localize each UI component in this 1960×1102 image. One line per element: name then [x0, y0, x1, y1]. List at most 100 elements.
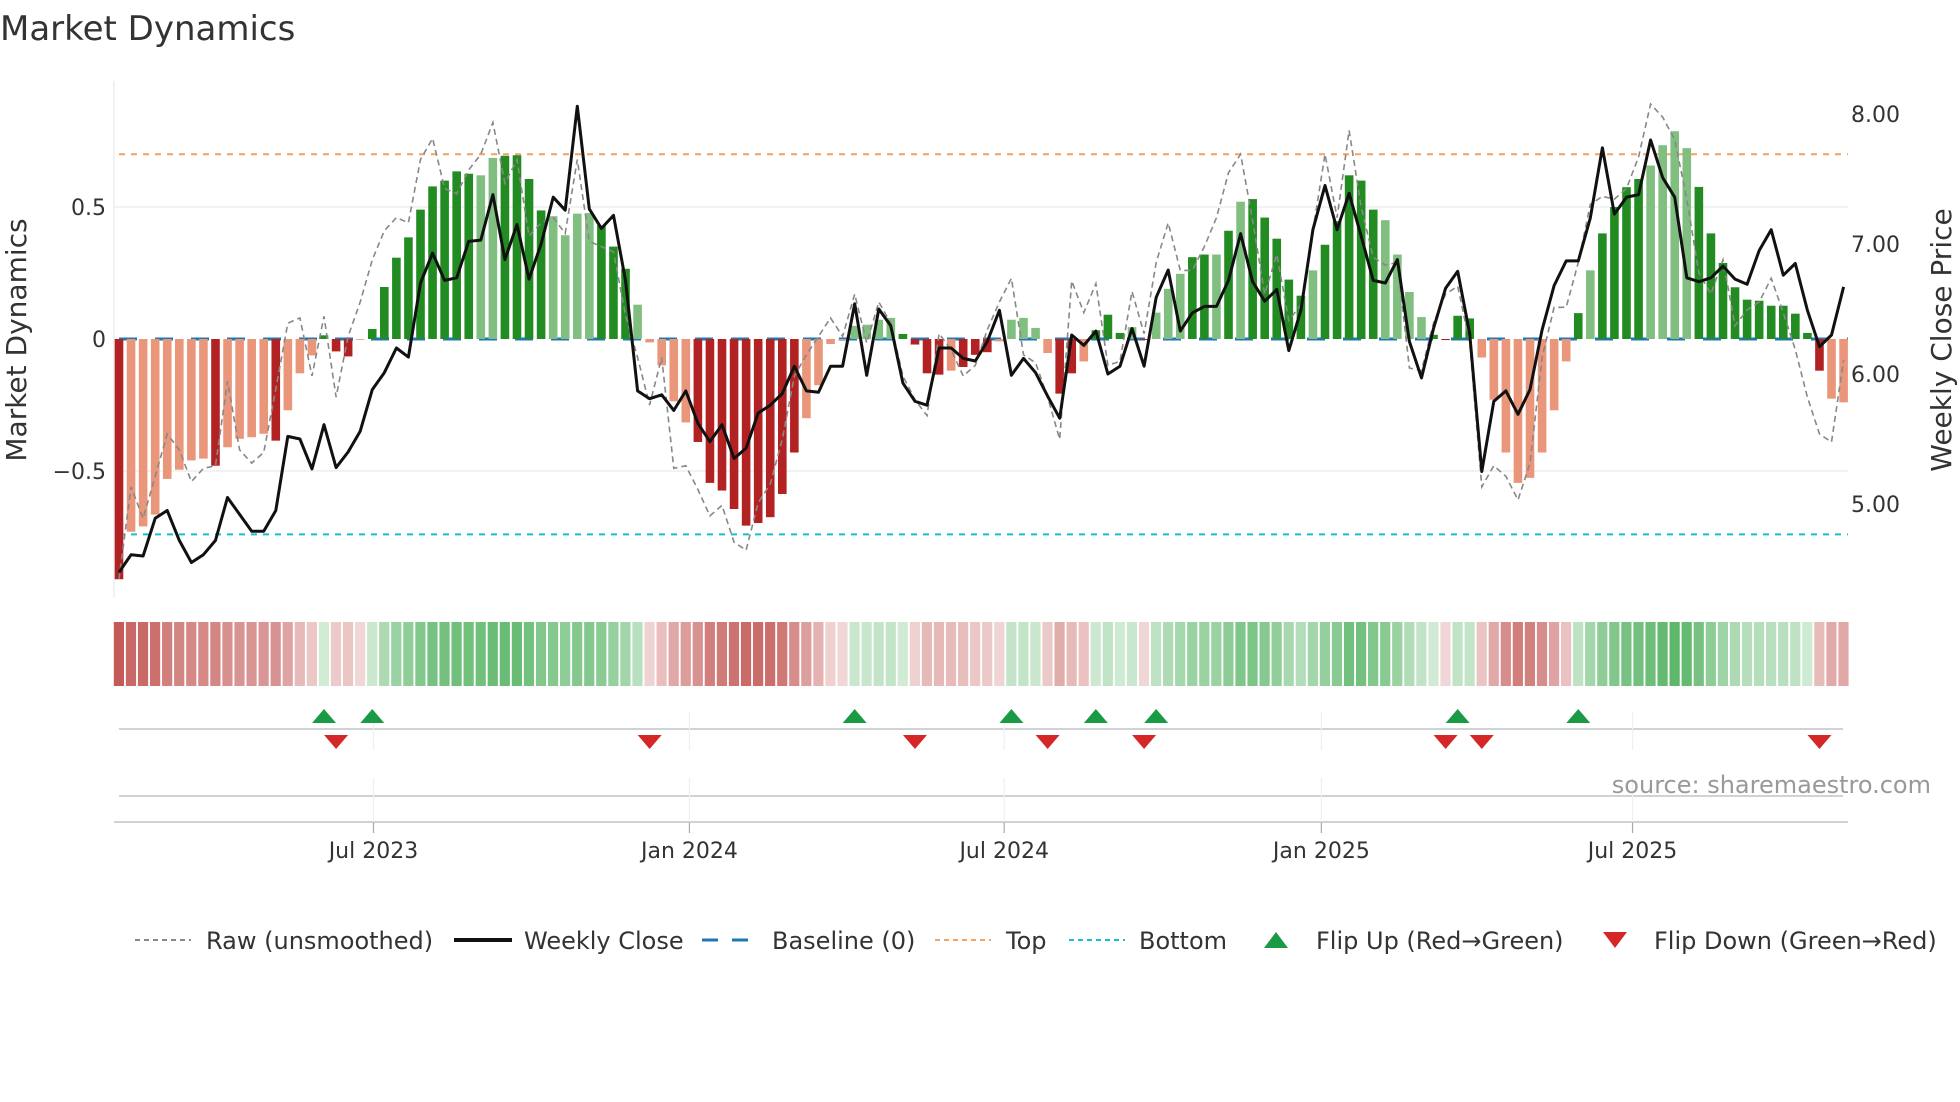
dynamics-bar [1405, 292, 1414, 339]
dynamics-bar [1827, 339, 1836, 399]
dynamics-bar [319, 335, 329, 339]
dynamics-bar [464, 173, 474, 339]
x-tick-label: Jul 2023 [327, 839, 419, 864]
heat-cell [379, 622, 390, 686]
legend-label-bottom: Bottom [1139, 927, 1227, 955]
heat-cell [1826, 622, 1837, 686]
dynamics-bar [392, 257, 401, 339]
heat-cell [1199, 622, 1210, 686]
heat-cell [210, 622, 221, 686]
dynamics-bar [657, 339, 666, 366]
dynamics-bar [995, 339, 1004, 342]
y-tick-label: −0.5 [53, 460, 106, 485]
dynamics-bar [1151, 312, 1161, 339]
dynamics-bar [1356, 180, 1366, 339]
dynamics-bar [524, 179, 534, 339]
flip-up-marker [1144, 709, 1169, 723]
y2-tick-label: 5.00 [1851, 493, 1900, 518]
flip-down-marker [902, 735, 927, 749]
heat-cell [560, 622, 571, 686]
y2-axis-label: Weekly Close Price [1925, 208, 1958, 471]
heat-cell [318, 622, 330, 686]
dynamics-bar [1766, 305, 1776, 339]
heat-cell [656, 622, 667, 686]
dynamics-bar [1115, 332, 1125, 339]
dynamics-bar [452, 171, 461, 339]
heat-cell [777, 622, 788, 686]
heat-cell [1512, 622, 1523, 686]
heat-cell [415, 622, 426, 686]
heat-cell [1187, 622, 1198, 686]
heat-cell [933, 622, 945, 686]
heat-cell [1548, 622, 1560, 686]
flip-up-marker [842, 709, 867, 723]
dynamics-bar [1549, 339, 1559, 411]
heat-cell [608, 622, 619, 686]
dynamics-bar [307, 339, 317, 356]
dynamics-bar [1308, 270, 1318, 339]
flip-up-marker [1566, 709, 1591, 723]
dynamics-bar [874, 319, 884, 339]
flip-down-marker [637, 735, 662, 749]
dynamics-bar [476, 175, 486, 339]
heat-cell [113, 622, 124, 686]
dynamics-bar [283, 339, 293, 411]
heat-cell [391, 622, 402, 686]
dynamics-bar [983, 339, 992, 353]
heat-cell [765, 622, 776, 686]
heat-cell [1018, 622, 1029, 686]
dynamics-bar [826, 339, 835, 345]
heat-cell [1247, 622, 1258, 686]
heat-cell [994, 622, 1005, 686]
heat-cell [909, 622, 920, 686]
heat-cell [1307, 622, 1318, 686]
flip-markers [119, 709, 1843, 750]
dynamics-bar [1537, 339, 1547, 453]
dynamics-bar [778, 339, 787, 494]
heat-cell [692, 622, 703, 686]
heat-cell [270, 622, 281, 686]
dynamics-bar [1381, 220, 1390, 339]
dynamics-bar [343, 339, 353, 357]
flip-down-marker [1469, 735, 1494, 749]
flip-down-marker [324, 735, 349, 749]
heat-cell [704, 622, 715, 686]
dynamics-bar [488, 157, 498, 339]
flip-down-marker [1433, 735, 1458, 749]
heat-cell [523, 622, 535, 686]
heat-cell [355, 622, 366, 686]
heat-cell [596, 622, 607, 686]
heat-cell [752, 622, 764, 686]
heat-cell [1271, 622, 1282, 686]
heat-cell [1452, 622, 1463, 686]
dynamics-bar [1212, 254, 1221, 339]
dynamics-bar [1429, 334, 1438, 339]
dynamics-bar [838, 339, 847, 341]
heat-cell [982, 622, 993, 686]
heat-cell [294, 622, 305, 686]
heat-cell [1705, 622, 1716, 686]
dynamics-bar [609, 246, 618, 339]
heat-cell [1392, 622, 1403, 686]
heat-cell [342, 622, 354, 686]
heat-cell [1042, 622, 1053, 686]
dynamics-bar [1260, 217, 1269, 339]
heat-cell [234, 622, 245, 686]
heat-cell [1054, 622, 1065, 686]
heat-cell [475, 622, 486, 686]
heat-cell [1163, 622, 1174, 686]
heat-cell [644, 622, 655, 686]
heat-cell [1404, 622, 1415, 686]
heat-cell [1633, 622, 1644, 686]
dynamics-bar [1634, 179, 1643, 339]
dynamics-bar [572, 213, 582, 339]
heat-cell [511, 622, 522, 686]
dynamics-bar [1561, 339, 1571, 362]
legend-label-baseline: Baseline (0) [772, 927, 915, 955]
legend-label-top: Top [1005, 927, 1047, 955]
heat-cell [1235, 622, 1246, 686]
dynamics-bar [440, 180, 449, 339]
heat-cell [632, 622, 643, 686]
heat-cell [728, 622, 740, 686]
dynamics-bar [946, 339, 956, 371]
